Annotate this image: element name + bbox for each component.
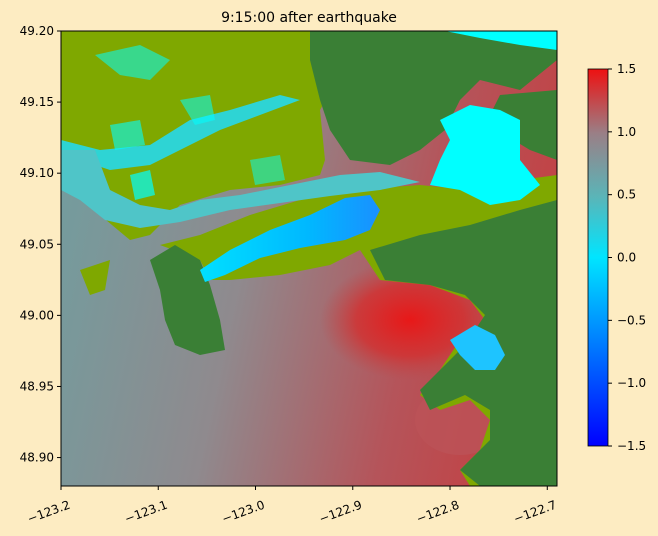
inundated-patch-5	[250, 155, 285, 185]
x-tick-label: −122.9	[317, 498, 364, 526]
upland-south	[370, 200, 557, 486]
y-tick-label: 49.20	[20, 24, 54, 38]
y-axis: 48.90 48.95 49.00 49.05 49.10 49.15 49.20	[20, 24, 61, 465]
colorbar-tick-label: 0.5	[617, 188, 636, 202]
plot-area	[61, 31, 557, 486]
chart-title: 9:15:00 after earthquake	[221, 10, 397, 26]
x-tick-label: −123.0	[220, 498, 267, 526]
mud-bay-trough	[450, 325, 505, 370]
colorbar-tick-label: −0.5	[617, 313, 646, 327]
inundated-patch-1	[95, 45, 170, 80]
y-tick-label: 49.05	[20, 237, 54, 251]
x-tick-label: −122.8	[415, 498, 462, 526]
colorbar-tick-label: 1.5	[617, 62, 636, 76]
colorbar-tick-label: 0.0	[617, 251, 636, 265]
inundated-east	[430, 105, 540, 205]
delta-front-flat	[61, 150, 420, 228]
x-tick-label: −123.2	[25, 498, 72, 526]
fraser-channel	[61, 95, 300, 170]
x-tick-label: −122.7	[512, 498, 559, 526]
axes-frame	[60, 30, 558, 487]
inundated-north	[445, 31, 557, 50]
colorbar-axis: −1.5 −1.0 −0.5 0.0 0.5 1.0 1.5	[608, 62, 646, 453]
y-tick-label: 49.15	[20, 95, 54, 109]
upland-ne	[490, 90, 557, 160]
y-tick-label: 49.00	[20, 308, 54, 322]
x-tick-label: −123.1	[123, 498, 170, 526]
y-tick-label: 48.95	[20, 379, 54, 393]
y-tick-label: 49.10	[20, 166, 54, 180]
inundated-patch-3	[110, 120, 145, 150]
point-roberts	[150, 245, 225, 355]
inundated-patch-2	[180, 95, 215, 125]
lowland-island	[80, 260, 110, 295]
x-axis: −123.2 −123.1 −123.0 −122.9 −122.8 −122.7	[25, 486, 558, 526]
y-tick-label: 48.90	[20, 451, 54, 465]
colorbar-tick-label: −1.0	[617, 376, 646, 390]
negative-wave-front	[200, 195, 380, 282]
lowland-north	[61, 31, 557, 240]
upland-north	[310, 31, 557, 165]
inundated-patch-4	[130, 170, 155, 200]
colorbar-tick-label: −1.5	[617, 439, 646, 453]
colorbar-tick-label: 1.0	[617, 125, 636, 139]
colorbar	[587, 68, 609, 447]
